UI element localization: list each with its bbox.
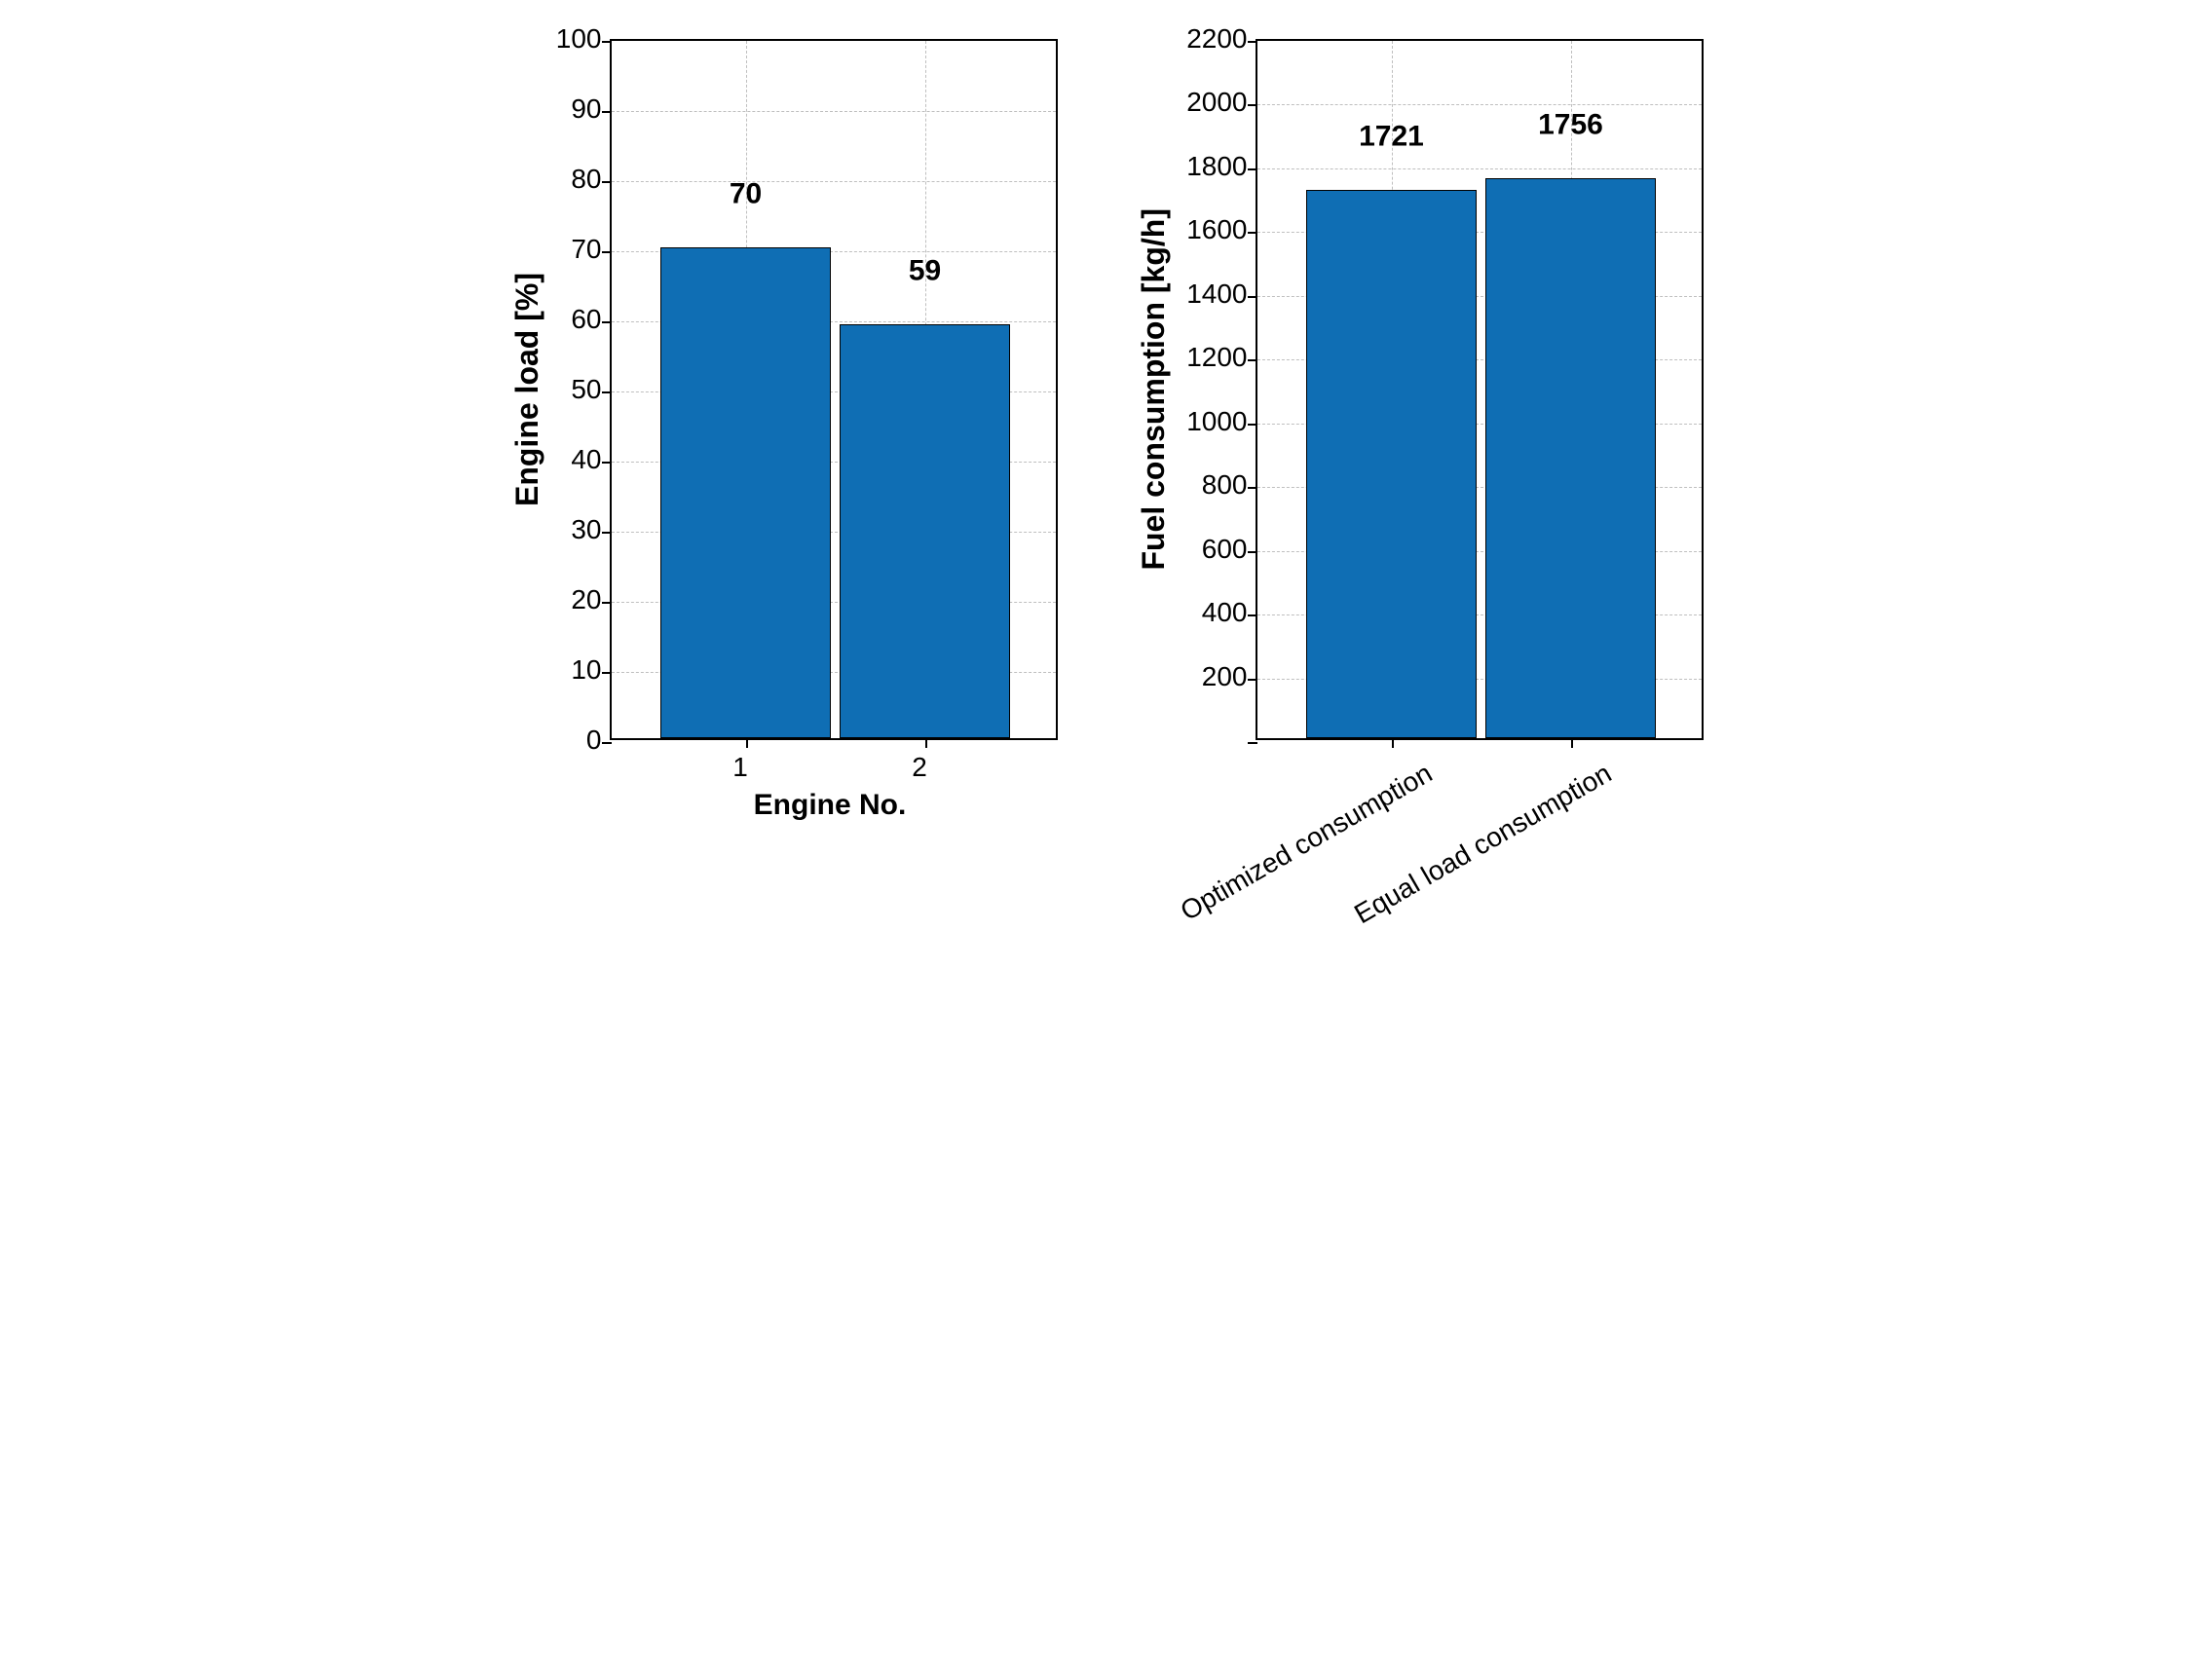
- ytick-label: 1400: [1186, 280, 1247, 308]
- right-yaxis: 2004006008001000120014001600180020002200: [1180, 39, 1248, 740]
- ytick-label: 1000: [1186, 408, 1247, 435]
- ytick-label: 70: [571, 236, 601, 263]
- gridline-h: [612, 111, 1056, 112]
- bar: [840, 324, 1010, 738]
- ytick-label: 2000: [1186, 89, 1247, 116]
- ytick-mark: [1248, 487, 1257, 489]
- ytick-mark: [602, 251, 612, 253]
- ytick-mark: [602, 321, 612, 323]
- ytick-label: 600: [1202, 536, 1248, 563]
- ytick-label: 60: [571, 306, 601, 333]
- ytick-label: 200: [1202, 663, 1248, 690]
- ytick-mark: [1248, 679, 1257, 681]
- right-panel: Fuel consumption [kg/h] 200 400 600 800 1000…: [1136, 39, 1704, 912]
- gridline-h: [612, 181, 1056, 182]
- bar: [1306, 190, 1477, 738]
- ytick-label: 400: [1202, 599, 1248, 626]
- bar-value-label: 59: [909, 255, 941, 288]
- ytick-label: 50: [571, 376, 601, 403]
- ytick-label: 1800: [1186, 153, 1247, 180]
- figure: Engine load [%] 0102030405060708090100 7…: [39, 39, 2173, 912]
- bar: [660, 247, 831, 738]
- right-plot-row: Fuel consumption [kg/h] 200 400 600 800 1000…: [1136, 39, 1704, 740]
- left-plot-row: Engine load [%] 0102030405060708090100 7…: [509, 39, 1058, 740]
- left-ylabel: Engine load [%]: [509, 273, 545, 506]
- bar: [1485, 178, 1656, 738]
- ytick-label: 1600: [1186, 216, 1247, 243]
- ytick-mark: [1248, 104, 1257, 106]
- ytick-label: 800: [1202, 471, 1248, 499]
- ytick-label: 1200: [1186, 344, 1247, 371]
- ytick-mark: [602, 602, 612, 604]
- right-plot-area: 1721 1756: [1256, 39, 1704, 740]
- bar-value-label: 1756: [1538, 109, 1603, 142]
- xtick-label: 2: [912, 752, 927, 783]
- gridline-h: [1257, 104, 1702, 105]
- ytick-mark: [1248, 41, 1257, 43]
- left-panel: Engine load [%] 0102030405060708090100 7…: [509, 39, 1058, 863]
- ytick-mark: [602, 532, 612, 534]
- gridline-h: [1257, 168, 1702, 169]
- left-xaxis: 1 2 Engine No.: [606, 746, 1054, 863]
- ytick-label: 20: [571, 586, 601, 614]
- ytick-label: 2200: [1186, 25, 1247, 53]
- ytick-mark: [1248, 424, 1257, 426]
- ytick-mark: [602, 111, 612, 113]
- right-ylabel: Fuel consumption [kg/h]: [1136, 208, 1172, 571]
- left-yaxis: 0102030405060708090100: [553, 39, 602, 740]
- ytick-mark: [1248, 296, 1257, 298]
- ytick-mark: [1248, 359, 1257, 361]
- ytick-mark: [1248, 551, 1257, 553]
- ytick-label: 90: [571, 95, 601, 123]
- ytick-label: 30: [571, 516, 601, 543]
- ytick-mark: [602, 181, 612, 183]
- ytick-mark: [602, 462, 612, 464]
- ytick-mark: [602, 391, 612, 393]
- ytick-mark: [1248, 614, 1257, 616]
- ytick-label: 0: [586, 726, 602, 754]
- xlabel: Engine No.: [606, 789, 1054, 822]
- ytick-mark: [1248, 232, 1257, 234]
- ytick-label: 80: [571, 166, 601, 193]
- bar-value-label: 70: [730, 178, 762, 211]
- ytick-mark: [602, 742, 612, 744]
- bar-value-label: 1721: [1359, 120, 1424, 153]
- ytick-label: 10: [571, 656, 601, 684]
- ytick-mark: [602, 41, 612, 43]
- ytick-label: 40: [571, 446, 601, 473]
- right-xaxis: Optimized consumptionEqual load consumpt…: [1249, 746, 1697, 912]
- ytick-mark: [1248, 742, 1257, 744]
- ytick-label: 100: [556, 25, 602, 53]
- ytick-mark: [602, 672, 612, 674]
- xtick-label: 1: [732, 752, 748, 783]
- ytick-mark: [1248, 168, 1257, 170]
- left-plot-area: 70 59: [610, 39, 1058, 740]
